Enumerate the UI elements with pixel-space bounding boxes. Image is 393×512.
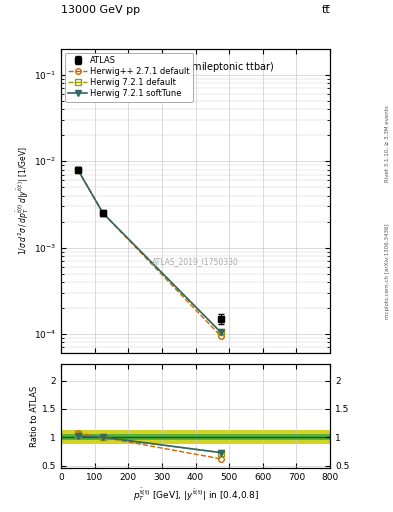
Herwig 7.2.1 default — [101, 210, 105, 216]
Text: Rivet 3.1.10, ≥ 3.3M events: Rivet 3.1.10, ≥ 3.3M events — [385, 105, 389, 182]
Text: $p_T^{t\bar{t}bar}$ (ATLAS semileptonic ttbar): $p_T^{t\bar{t}bar}$ (ATLAS semileptonic … — [116, 58, 275, 76]
Herwig++ 2.7.1 default — [101, 210, 105, 216]
Y-axis label: $1/\sigma\, d^2\sigma\, /\, dp^{\bar{t}(t)}_T\, d|y^{\bar{t}(t)}|$ [1/GeV]: $1/\sigma\, d^2\sigma\, /\, dp^{\bar{t}(… — [14, 146, 31, 255]
Text: tt̅: tt̅ — [321, 5, 330, 15]
Herwig 7.2.1 softTune — [101, 210, 105, 216]
Line: Herwig 7.2.1 softTune: Herwig 7.2.1 softTune — [75, 167, 224, 335]
Y-axis label: Ratio to ATLAS: Ratio to ATLAS — [30, 386, 39, 446]
X-axis label: $p^{\mathrm{\bar{t}(t)}}_{T}$ [GeV], $|y^{\mathrm{\bar{t}(t)}}|$ in [0.4,0.8]: $p^{\mathrm{\bar{t}(t)}}_{T}$ [GeV], $|y… — [132, 486, 259, 503]
Herwig++ 2.7.1 default — [75, 166, 80, 173]
Herwig 7.2.1 softTune — [75, 166, 80, 173]
Herwig 7.2.1 default — [219, 329, 223, 335]
Text: 13000 GeV pp: 13000 GeV pp — [61, 5, 140, 15]
Herwig 7.2.1 softTune — [219, 329, 223, 335]
Text: ATLAS_2019_I1750330: ATLAS_2019_I1750330 — [152, 258, 239, 266]
Legend: ATLAS, Herwig++ 2.7.1 default, Herwig 7.2.1 default, Herwig 7.2.1 softTune: ATLAS, Herwig++ 2.7.1 default, Herwig 7.… — [65, 53, 193, 102]
Herwig++ 2.7.1 default — [219, 333, 223, 339]
Text: mcplots.cern.ch [arXiv:1306.3436]: mcplots.cern.ch [arXiv:1306.3436] — [385, 224, 389, 319]
Herwig 7.2.1 default — [75, 166, 80, 173]
Line: Herwig 7.2.1 default: Herwig 7.2.1 default — [75, 167, 224, 335]
Line: Herwig++ 2.7.1 default: Herwig++ 2.7.1 default — [75, 167, 224, 339]
